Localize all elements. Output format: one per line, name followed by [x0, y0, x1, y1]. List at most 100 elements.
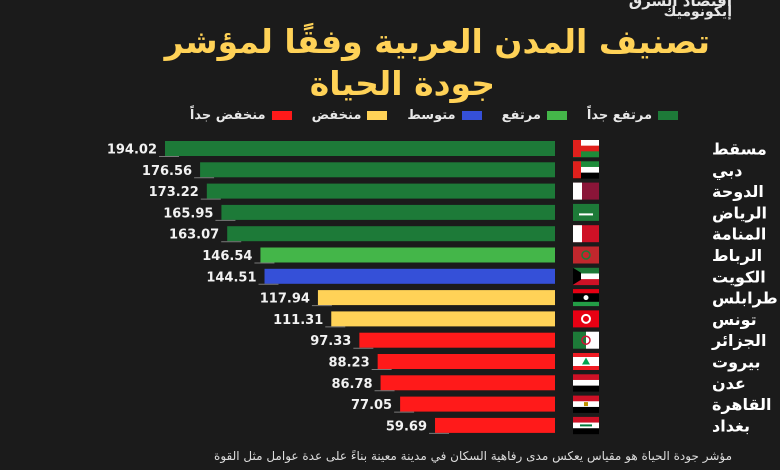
category-label: تونس: [712, 310, 757, 329]
value-label: 165.95: [163, 206, 213, 221]
flag-stripe: [573, 172, 599, 179]
flag-stripe: [573, 267, 599, 274]
flag-stripe: [573, 406, 599, 413]
bar: [317, 290, 555, 306]
chart-title-line2: جودة الحياة: [309, 64, 495, 103]
chart-title-line1: تصنيف المدن العربية وفقًا لمؤشر: [164, 22, 710, 61]
bar: [165, 141, 555, 156]
brand-subtitle: إيكونوميك: [663, 4, 732, 20]
flag-stripe: [573, 374, 599, 381]
category-label: بغداد: [712, 416, 750, 435]
value-label: 117.94: [260, 292, 310, 307]
legend-label: مرتفع: [501, 108, 541, 123]
flag-stripe: [573, 140, 599, 146]
flag-stripe: [573, 267, 581, 285]
value-label: 88.23: [329, 356, 370, 371]
footnote: مؤشر جودة الحياة هو مقياس يعكس مدى رفاهي…: [214, 449, 732, 463]
value-label: 144.51: [206, 270, 256, 285]
value-label: 59.69: [386, 419, 427, 434]
flag-stripe: [573, 166, 599, 173]
flag-crescent: [583, 315, 589, 322]
legend-swatch: [461, 111, 482, 120]
flag-field: [573, 203, 599, 221]
flag-crescent: [583, 295, 589, 301]
legend-item-medium: متوسط: [407, 108, 482, 123]
flag-field: [573, 246, 599, 264]
flag-stripe: [573, 273, 599, 280]
flag-stripe: [573, 395, 599, 402]
flag-stripe: [573, 331, 586, 349]
flag-eagle: [584, 402, 588, 407]
flag-stripe: [573, 161, 599, 168]
bar: [380, 375, 555, 391]
category-label: الكويت: [712, 267, 766, 286]
flag-stripe: [573, 182, 582, 200]
legend-label: متوسط: [407, 108, 456, 123]
flag-stripe: [573, 416, 599, 423]
legend: مرتفع جداً مرتفع متوسط منخفض منخفض جداً: [190, 108, 678, 123]
bar: [435, 417, 555, 433]
legend-label: مرتفع جداً: [586, 108, 652, 123]
category-label: الرياض: [712, 203, 767, 222]
bar: [359, 332, 555, 348]
value-label: 194.02: [107, 143, 157, 158]
legend-label: منخفض جداً: [189, 108, 266, 123]
value-label: 163.07: [169, 228, 219, 243]
legend-swatch: [271, 111, 292, 120]
brand-name: اقتصاد الشرق: [628, 0, 732, 10]
category-label: الدوحة: [712, 182, 764, 201]
bar: [221, 204, 555, 220]
flag-stripe: [573, 279, 599, 286]
category-label: طرابلس: [712, 289, 778, 308]
category-label: الجزائر: [711, 331, 766, 350]
flag-stripe: [573, 225, 582, 243]
category-label: القاهرة: [712, 395, 772, 414]
value-label: 97.33: [310, 334, 351, 349]
flag-stripe: [573, 428, 599, 435]
value-label: 176.56: [142, 164, 192, 179]
bar: [377, 354, 555, 369]
value-label: 111.31: [273, 313, 323, 328]
flag-sword: [579, 213, 593, 216]
category-label: المنامة: [712, 225, 766, 244]
flag-stripe: [586, 331, 599, 349]
legend-item-high: مرتفع: [502, 108, 567, 123]
legend-item-very-high: مرتفع جداً: [587, 108, 678, 123]
bar: [264, 268, 555, 284]
category-label: الرباط: [712, 246, 762, 265]
legend-swatch: [367, 111, 388, 120]
value-label: 173.22: [149, 185, 199, 200]
category-label: عدن: [712, 374, 746, 393]
legend-label: منخفض: [311, 108, 362, 123]
bar: [227, 226, 556, 242]
legend-item-very-low: منخفض جداً: [190, 108, 292, 123]
bar: [260, 247, 555, 263]
value-label: 146.54: [202, 249, 252, 264]
flag-script: [580, 424, 592, 427]
legend-swatch: [546, 111, 567, 120]
flag-stripe: [573, 289, 599, 294]
flag-stripe: [573, 385, 599, 392]
bar: [200, 162, 555, 178]
flag-stripe: [573, 161, 581, 179]
flag-stripe: [573, 301, 599, 307]
category-label: دبي: [712, 161, 742, 181]
category-label: بيروت: [712, 353, 761, 372]
value-label: 77.05: [351, 398, 392, 413]
flag-stripe: [573, 145, 599, 152]
flag-crescent: [581, 335, 591, 345]
bar: [400, 396, 555, 412]
legend-swatch: [658, 111, 678, 120]
category-label: مسقط: [712, 140, 767, 159]
flag-stripe: [573, 379, 599, 386]
flag-stripe: [573, 366, 599, 370]
bar: [331, 311, 555, 327]
flag-stripe: [573, 353, 599, 357]
value-label: 86.78: [331, 377, 372, 392]
flag-stripe: [573, 151, 599, 158]
flag-cedar: [582, 357, 590, 365]
flag-star: [581, 250, 591, 260]
bar: [206, 183, 555, 199]
